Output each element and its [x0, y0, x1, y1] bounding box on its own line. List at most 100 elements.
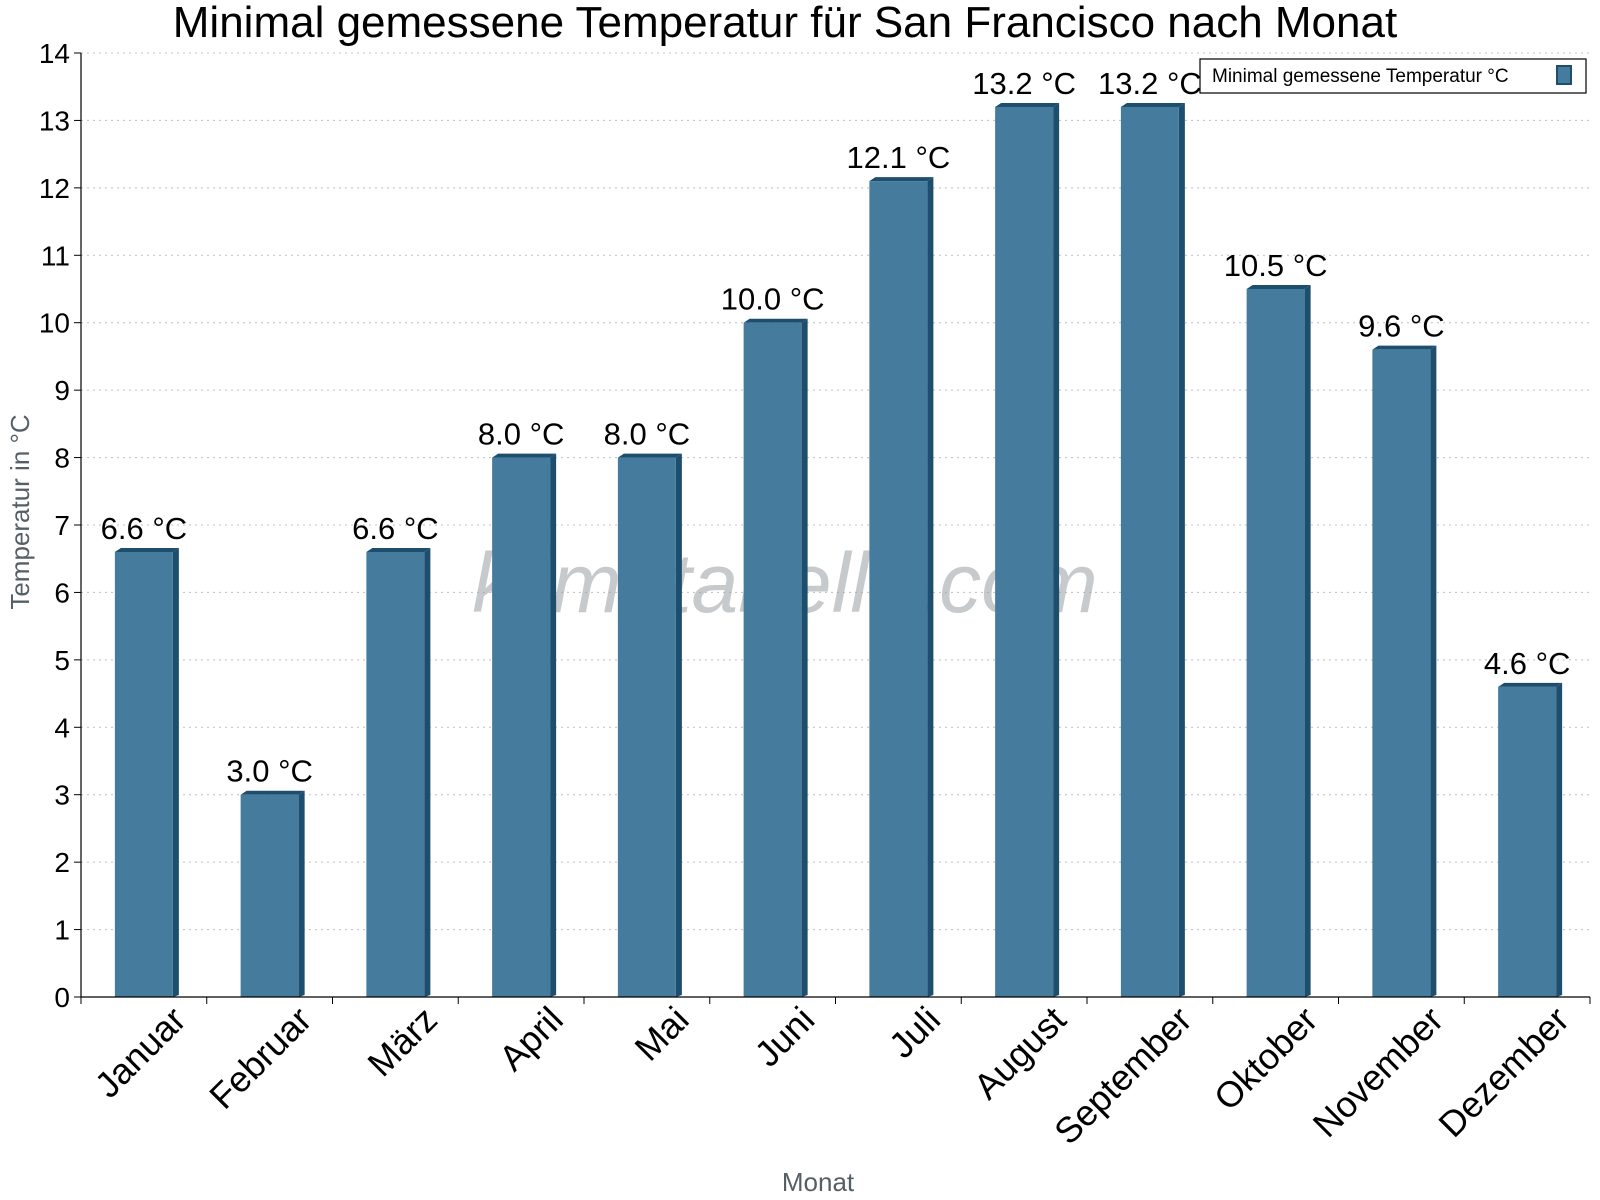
bar-front [1372, 349, 1431, 998]
bars [114, 102, 1563, 998]
data-label: 10.5 °C [1224, 248, 1328, 283]
bar-front [743, 322, 802, 997]
x-tick-label: September [1046, 999, 1200, 1153]
y-tick-label: 3 [54, 780, 70, 811]
bar-top [1498, 682, 1563, 687]
bar-juni [743, 318, 808, 997]
bar-front [492, 457, 551, 998]
legend-box [1199, 58, 1587, 94]
x-tick-label: Juli [881, 999, 948, 1066]
bar-front [1498, 686, 1557, 997]
bar-top [366, 547, 431, 552]
bar-top [995, 102, 1060, 107]
y-tick-label: 6 [54, 577, 70, 608]
data-label: 6.6 °C [352, 511, 439, 546]
y-tick-label: 7 [54, 510, 70, 541]
y-tick-label: 14 [39, 38, 70, 69]
x-tick-label: Mai [627, 999, 697, 1069]
y-tick-label: 2 [54, 847, 70, 878]
y-tick-label: 11 [41, 240, 70, 271]
y-tick-label: 13 [39, 105, 70, 136]
bar-side [550, 453, 557, 998]
x-tick-label: August [966, 999, 1074, 1107]
bar-märz [366, 547, 431, 997]
x-tick-label: Dezember [1430, 999, 1576, 1145]
bar-dezember [1498, 682, 1563, 997]
bar-juli [869, 177, 934, 998]
x-tick-label: Februar [201, 999, 319, 1117]
gridlines [81, 52, 1590, 931]
bar-front [114, 551, 173, 997]
data-labels: 6.6 °C 3.0 °C 6.6 °C 8.0 °C 8.0 °C 10.0 °C 12.… [101, 66, 1571, 789]
bar-september [1120, 102, 1185, 997]
y-tick-label: 12 [39, 173, 70, 204]
bar-top [1372, 345, 1437, 350]
data-label: 10.0 °C [721, 282, 825, 317]
bar-side [1556, 682, 1563, 997]
bar-front [366, 551, 425, 997]
data-label: 9.6 °C [1358, 309, 1445, 344]
bar-april [492, 453, 557, 998]
legend: Minimal gemessene Temperatur °C [1199, 58, 1587, 94]
data-label: 8.0 °C [604, 417, 691, 452]
legend-swatch [1556, 65, 1572, 85]
y-tick-label: 4 [54, 712, 70, 743]
data-label: 6.6 °C [101, 511, 188, 546]
y-tick-label: 10 [39, 308, 70, 339]
x-axis-label: Monat [782, 1167, 855, 1197]
bar-top [1246, 285, 1311, 289]
bar-front [995, 106, 1054, 997]
chart-title: Minimal gemessene Temperatur für San Fra… [173, 0, 1397, 47]
x-tick-labels: Januar Februar März April Mai Juni Juli AugustS… [87, 999, 1577, 1153]
data-label: 13.2 °C [972, 66, 1076, 101]
bar-front [1246, 289, 1305, 997]
x-tick-label: Juni [747, 999, 823, 1075]
bar-top [240, 790, 305, 795]
bar-side [172, 547, 179, 997]
bar-februar [240, 790, 305, 997]
bar-front [240, 794, 299, 997]
bar-side [1304, 285, 1311, 997]
data-label: 4.6 °C [1484, 646, 1571, 681]
bar-top [1120, 102, 1185, 107]
bar-oktober [1246, 285, 1311, 997]
x-tick-label: Oktober [1206, 999, 1326, 1119]
data-label: 8.0 °C [478, 417, 565, 452]
y-tick-label: 0 [54, 982, 70, 1013]
bar-side [801, 318, 808, 997]
bar-august [995, 102, 1060, 997]
bar-front [869, 181, 928, 998]
y-tick-label: 8 [54, 443, 70, 474]
bar-side [424, 547, 431, 997]
bar-front [1120, 106, 1179, 997]
legend-label: Minimal gemessene Temperatur °C [1212, 66, 1509, 87]
bar-front [617, 457, 676, 998]
bar-top [617, 453, 682, 458]
data-label: 12.1 °C [847, 140, 951, 175]
data-label: 13.2 °C [1098, 66, 1202, 101]
bar-side [927, 177, 934, 998]
x-tick-label: April [491, 999, 571, 1079]
bar-top [492, 453, 557, 458]
bar-top [869, 177, 934, 182]
y-tick-label: 9 [54, 375, 70, 406]
bar-side [1430, 345, 1437, 998]
x-tick-label: Januar [87, 999, 194, 1106]
bar-mai [617, 453, 682, 998]
y-axis-label: Temperatur in °C [5, 414, 35, 609]
bar-januar [114, 547, 179, 997]
bar-side [1178, 102, 1185, 997]
bar-side [298, 790, 305, 997]
bar-top [114, 547, 179, 552]
x-tick-label: März [359, 999, 445, 1085]
y-tick-label: 1 [54, 915, 70, 946]
bar-november [1372, 345, 1437, 998]
y-tick-label: 5 [54, 645, 70, 676]
axes [74, 52, 1591, 1004]
bar-side [675, 453, 682, 998]
bar-side [1053, 102, 1060, 997]
x-tick-label: November [1305, 999, 1451, 1145]
data-label: 3.0 °C [226, 754, 313, 789]
